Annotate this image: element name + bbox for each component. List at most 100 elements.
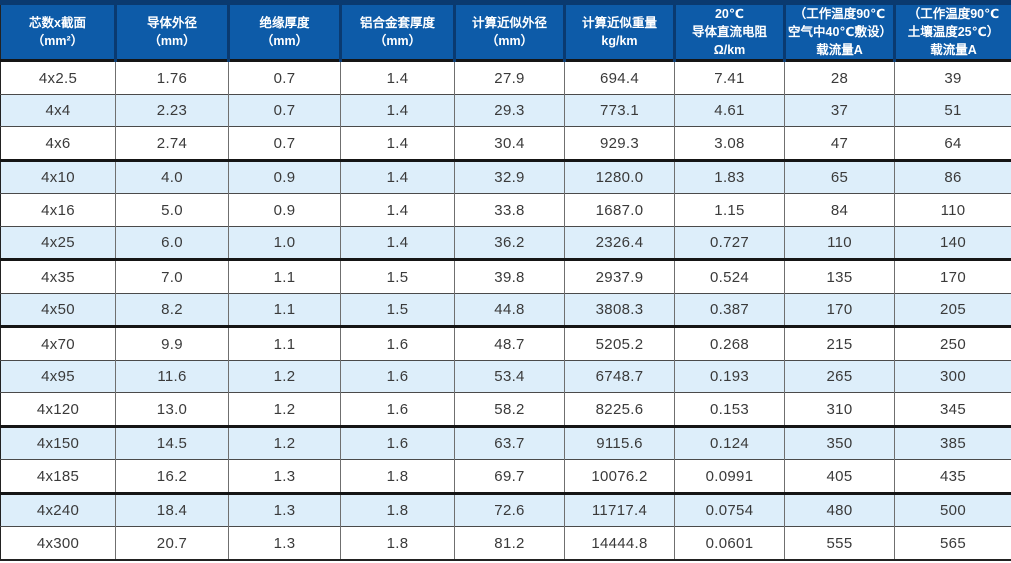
table-row: 4x10 4.0 0.9 1.4 32.9 1280.0 1.83 65 86 (0, 160, 1011, 194)
value-cell: 0.387 (674, 293, 785, 327)
header-line: 计算近似外径 (471, 16, 547, 31)
header-line: （工作温度90℃ (793, 7, 886, 21)
table-row: 4x240 18.4 1.3 1.8 72.6 11717.4 0.0754 480 500 (0, 493, 1011, 527)
value-cell: 140 (894, 226, 1011, 260)
value-cell: 1.4 (340, 94, 455, 127)
value-cell: 32.9 (454, 160, 565, 194)
value-cell: 0.0754 (674, 493, 785, 527)
value-cell: 300 (894, 360, 1011, 393)
value-cell: 44.8 (454, 293, 565, 327)
value-cell: 64 (894, 126, 1011, 161)
value-cell: 28 (784, 60, 895, 95)
value-cell: 0.0991 (674, 459, 785, 494)
value-cell: 20.7 (115, 526, 229, 560)
header-line: Ω/km (713, 43, 746, 58)
row-label-cell: 4x50 (0, 293, 116, 327)
value-cell: 1.1 (228, 326, 341, 361)
value-cell: 11717.4 (564, 493, 675, 527)
header-line: （mm） (485, 34, 534, 49)
value-cell: 110 (784, 226, 895, 260)
value-cell: 4.61 (674, 94, 785, 127)
value-cell: 565 (894, 526, 1011, 560)
header-line: 计算近似重量 (581, 16, 657, 31)
value-cell: 0.0601 (674, 526, 785, 560)
header-line: 绝缘厚度 (259, 16, 310, 31)
table-row: 4x50 8.2 1.1 1.5 44.8 3808.3 0.387 170 205 (0, 293, 1011, 327)
value-cell: 53.4 (454, 360, 565, 393)
value-cell: 65 (784, 160, 895, 194)
value-cell: 205 (894, 293, 1011, 327)
row-label-cell: 4x150 (0, 426, 116, 460)
value-cell: 2937.9 (564, 259, 675, 294)
header-line: kg/km (601, 34, 638, 49)
value-cell: 110 (894, 193, 1011, 227)
value-cell: 435 (894, 459, 1011, 494)
column-header-alloy-sheath-thk: 铝合金套厚度 （mm） (339, 2, 455, 61)
value-cell: 0.7 (228, 60, 341, 95)
value-cell: 1.4 (340, 160, 455, 194)
header-line: （mm） (260, 34, 309, 49)
row-label-cell: 4x240 (0, 493, 116, 527)
value-cell: 480 (784, 493, 895, 527)
value-cell: 39 (894, 60, 1011, 95)
value-cell: 929.3 (564, 126, 675, 161)
table-row: 4x4 2.23 0.7 1.4 29.3 773.1 4.61 37 51 (0, 94, 1011, 127)
value-cell: 69.7 (454, 459, 565, 494)
value-cell: 0.153 (674, 392, 785, 427)
table-row: 4x300 20.7 1.3 1.8 81.2 14444.8 0.0601 555 565 (0, 526, 1011, 560)
value-cell: 170 (784, 293, 895, 327)
value-cell: 1.4 (340, 60, 455, 95)
value-cell: 29.3 (454, 94, 565, 127)
value-cell: 135 (784, 259, 895, 294)
value-cell: 0.9 (228, 193, 341, 227)
row-label-cell: 4x6 (0, 126, 116, 161)
value-cell: 6748.7 (564, 360, 675, 393)
value-cell: 9.9 (115, 326, 229, 361)
column-header-conductor-od: 导体外径 （mm） (114, 2, 229, 61)
value-cell: 48.7 (454, 326, 565, 361)
value-cell: 215 (784, 326, 895, 361)
value-cell: 1.3 (228, 459, 341, 494)
value-cell: 1.8 (340, 526, 455, 560)
row-label-cell: 4x10 (0, 160, 116, 194)
value-cell: 27.9 (454, 60, 565, 95)
header-line: 芯数x截面 (29, 16, 86, 31)
value-cell: 11.6 (115, 360, 229, 393)
value-cell: 555 (784, 526, 895, 560)
header-line: （mm²） (31, 34, 84, 49)
value-cell: 1.15 (674, 193, 785, 227)
value-cell: 265 (784, 360, 895, 393)
value-cell: 0.9 (228, 160, 341, 194)
value-cell: 39.8 (454, 259, 565, 294)
header-line: 载流量A (930, 43, 977, 58)
row-label-cell: 4x16 (0, 193, 116, 227)
value-cell: 1.6 (340, 360, 455, 393)
value-cell: 0.7 (228, 94, 341, 127)
value-cell: 0.193 (674, 360, 785, 393)
column-header-insulation-thk: 绝缘厚度 （mm） (227, 2, 341, 61)
value-cell: 1.6 (340, 426, 455, 460)
value-cell: 1.76 (115, 60, 229, 95)
value-cell: 1687.0 (564, 193, 675, 227)
column-header-dc-resistance: 20℃ 导体直流电阻 Ω/km (673, 2, 785, 61)
value-cell: 6.0 (115, 226, 229, 260)
table-row: 4x150 14.5 1.2 1.6 63.7 9115.6 0.124 350 385 (0, 426, 1011, 460)
value-cell: 10076.2 (564, 459, 675, 494)
value-cell: 1.3 (228, 493, 341, 527)
value-cell: 18.4 (115, 493, 229, 527)
column-header-core-section: 芯数x截面 （mm²） (0, 2, 116, 61)
value-cell: 37 (784, 94, 895, 127)
column-header-approx-weight: 计算近似重量 kg/km (563, 2, 675, 61)
header-line: 土壤温度25℃） (907, 25, 1000, 40)
value-cell: 58.2 (454, 392, 565, 427)
table-row: 4x25 6.0 1.0 1.4 36.2 2326.4 0.727 110 140 (0, 226, 1011, 260)
table-row: 4x16 5.0 0.9 1.4 33.8 1687.0 1.15 84 110 (0, 193, 1011, 227)
value-cell: 5.0 (115, 193, 229, 227)
value-cell: 1.8 (340, 459, 455, 494)
value-cell: 63.7 (454, 426, 565, 460)
value-cell: 72.6 (454, 493, 565, 527)
value-cell: 3.08 (674, 126, 785, 161)
value-cell: 33.8 (454, 193, 565, 227)
value-cell: 8225.6 (564, 392, 675, 427)
